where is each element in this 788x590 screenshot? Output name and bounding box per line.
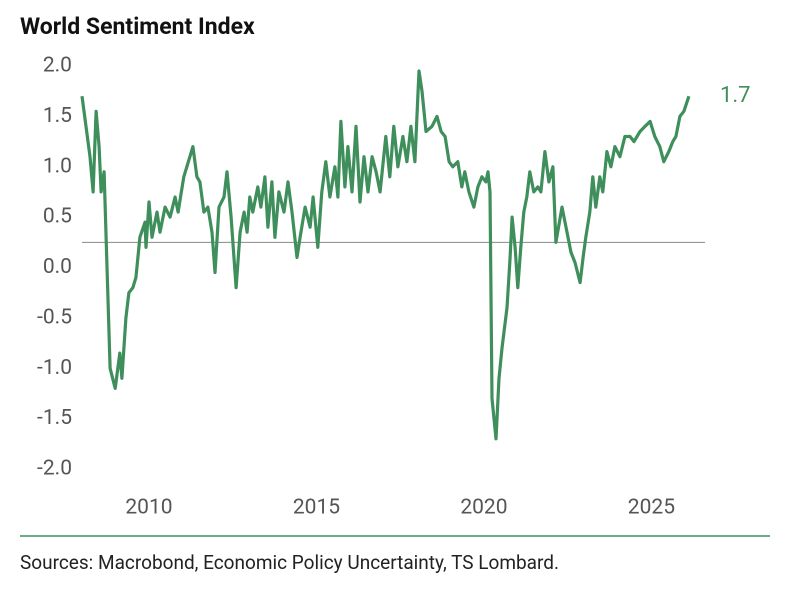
data-line [80, 69, 691, 441]
y-tick-label: 1.0 [43, 154, 72, 178]
x-tick-label: 2010 [125, 496, 172, 520]
chart-title: World Sentiment Index [20, 13, 255, 40]
x-tick-label: 2020 [460, 496, 507, 520]
source-note: Sources: Macrobond, Economic Policy Unce… [20, 551, 559, 574]
y-tick-label: -1.5 [37, 406, 72, 430]
y-tick-label: 2.0 [43, 54, 72, 78]
y-tick-label: 0.5 [43, 205, 72, 229]
y-tick-label: 1.5 [43, 104, 72, 128]
x-tick-label: 2025 [628, 496, 675, 520]
end-label: 1.7 [720, 83, 751, 108]
x-tick-label: 2015 [293, 496, 340, 520]
y-tick-label: -2.0 [37, 457, 72, 481]
y-tick-label: -1.0 [37, 356, 72, 380]
y-tick-label: -0.5 [37, 305, 72, 329]
y-tick-label: 0.0 [43, 255, 72, 279]
